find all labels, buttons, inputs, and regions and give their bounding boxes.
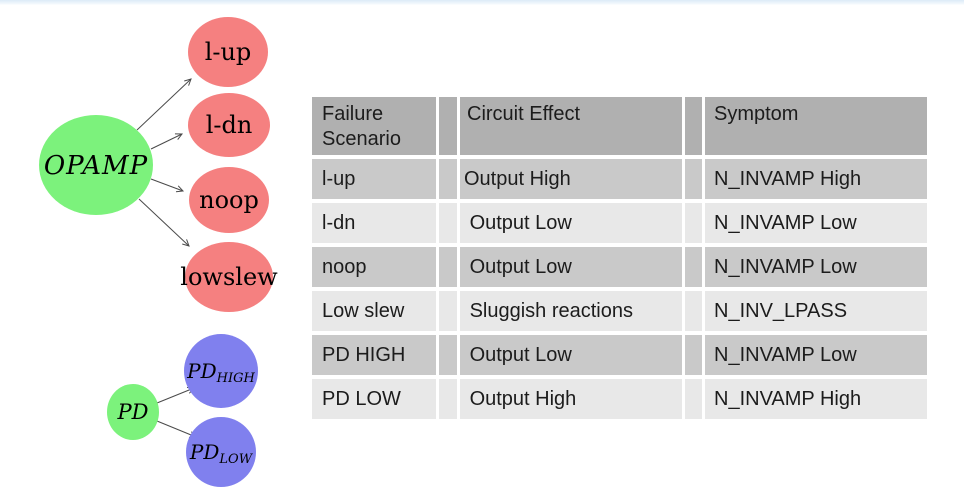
cell-symptom: N_INVAMP Low xyxy=(705,203,927,243)
cell-effect: Sluggish reactions xyxy=(460,291,682,331)
cell-scenario: noop xyxy=(312,247,436,287)
pd-high-base: PD xyxy=(186,359,217,383)
cell-spacer xyxy=(439,203,457,243)
failure-node-noop-label: noop xyxy=(199,186,259,214)
cell-effect: Output Low xyxy=(460,335,682,375)
cell-scenario: l-up xyxy=(312,159,436,199)
arrow-opamp-noop xyxy=(150,178,185,193)
cell-spacer xyxy=(439,291,457,331)
cell-symptom: N_INVAMP High xyxy=(705,379,927,419)
arrow-opamp-lup xyxy=(136,78,192,131)
pd-high-subscript: HIGH xyxy=(216,371,256,386)
pd-low-node xyxy=(186,417,256,487)
cell-symptom: N_INVAMP Low xyxy=(705,247,927,287)
cell-symptom: N_INVAMP Low xyxy=(705,335,927,375)
cell-effect: Output High xyxy=(460,159,682,199)
arrow-pd-high xyxy=(156,386,196,404)
cell-effect: Output Low xyxy=(460,203,682,243)
cell-spacer xyxy=(685,203,702,243)
opamp-arrows xyxy=(136,78,192,247)
pd-low-subscript: LOW xyxy=(218,452,253,467)
cell-spacer xyxy=(685,379,702,419)
failure-node-lowslew xyxy=(185,242,273,312)
cell-scenario: PD LOW xyxy=(312,379,436,419)
cell-spacer xyxy=(439,247,457,287)
pd-node xyxy=(107,384,159,440)
failure-node-lup xyxy=(188,17,268,87)
cell-spacer xyxy=(685,291,702,331)
failure-node-ldn-label: l-dn xyxy=(206,111,253,139)
cell-effect: Output Low xyxy=(460,247,682,287)
failure-node-lup-label: l-up xyxy=(205,38,252,66)
pd-arrows xyxy=(156,386,198,439)
cell-spacer xyxy=(439,379,457,419)
header-symptom: Symptom xyxy=(705,97,927,155)
header-spacer xyxy=(439,97,457,155)
fault-tree-diagram: OPAMP l-up l-dn noop lowslew PD PDHIGH P… xyxy=(39,17,278,487)
cell-spacer xyxy=(685,247,702,287)
arrow-opamp-lowslew xyxy=(138,198,190,247)
opamp-node xyxy=(39,115,153,215)
cell-scenario: Low slew xyxy=(312,291,436,331)
opamp-node-label: OPAMP xyxy=(44,151,148,181)
cell-spacer xyxy=(685,159,702,199)
cell-effect: Output High xyxy=(460,379,682,419)
failure-node-ldn xyxy=(188,93,270,157)
failure-symptom-table: Failure Scenario Circuit Effect Symptom … xyxy=(312,97,927,419)
pd-high-node xyxy=(184,334,258,408)
cell-spacer xyxy=(439,159,457,199)
cell-symptom: N_INV_LPASS xyxy=(705,291,927,331)
arrow-opamp-ldn xyxy=(150,133,183,150)
pd-low-base: PD xyxy=(189,440,220,464)
failure-node-noop xyxy=(189,167,269,233)
cell-spacer xyxy=(439,335,457,375)
cell-scenario: PD HIGH xyxy=(312,335,436,375)
failure-node-lowslew-label: lowslew xyxy=(180,263,278,291)
cell-symptom: N_INVAMP High xyxy=(705,159,927,199)
header-spacer xyxy=(685,97,702,155)
header-circuit-effect: Circuit Effect xyxy=(460,97,682,155)
pd-low-node-label: PDLOW xyxy=(189,440,254,467)
pd-node-label: PD xyxy=(117,400,149,424)
cell-spacer xyxy=(685,335,702,375)
header-failure-scenario: Failure Scenario xyxy=(312,97,436,155)
top-strip xyxy=(0,0,964,5)
pd-high-node-label: PDHIGH xyxy=(186,359,255,386)
arrow-pd-low xyxy=(156,420,198,439)
cell-scenario: l-dn xyxy=(312,203,436,243)
